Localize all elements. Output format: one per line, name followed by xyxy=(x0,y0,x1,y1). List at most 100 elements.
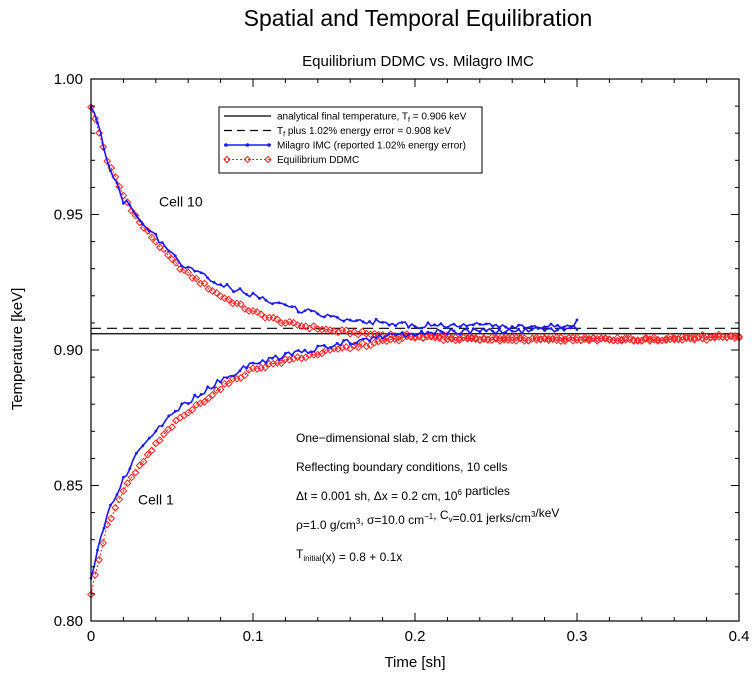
ddmc-marker xyxy=(670,334,679,342)
imc-marker xyxy=(497,327,501,331)
ddmc-marker xyxy=(731,332,739,340)
ddmc-marker xyxy=(119,487,128,495)
ddmc-marker xyxy=(168,255,176,264)
imc-marker xyxy=(484,322,488,326)
imc-marker xyxy=(543,329,546,332)
imc-marker xyxy=(199,271,203,275)
imc-marker xyxy=(556,323,559,327)
ddmc-marker xyxy=(107,514,116,523)
ddmc-marker xyxy=(528,334,537,343)
imc-marker xyxy=(549,322,553,326)
ddmc-marker xyxy=(236,300,245,309)
legend-label: Milagro IMC (reported 1.02% energy error… xyxy=(277,141,466,152)
ddmc-marker xyxy=(330,327,338,335)
ddmc-marker xyxy=(216,292,225,301)
ddmc-marker xyxy=(273,315,282,324)
legend-label: analytical final temperature, Tf = 0.906… xyxy=(277,112,467,125)
imc-marker xyxy=(484,329,488,333)
ddmc-marker xyxy=(362,342,371,351)
imc-marker xyxy=(471,327,475,331)
imc-marker xyxy=(134,451,138,455)
imc-marker xyxy=(452,322,456,326)
x-tick-label: 0.3 xyxy=(567,628,588,645)
ddmc-marker xyxy=(249,307,257,315)
imc-marker xyxy=(355,319,359,322)
legend-marker xyxy=(245,143,250,147)
ddmc-marker xyxy=(496,334,504,343)
imc-marker xyxy=(517,323,521,327)
legend-label: Tf plus 1.02% energy error = 0.908 keV xyxy=(277,126,451,139)
imc-marker xyxy=(180,264,184,268)
imc-marker xyxy=(322,343,326,347)
imc-marker xyxy=(530,328,534,332)
ddmc-marker xyxy=(208,391,217,399)
ddmc-marker xyxy=(253,308,261,316)
ddmc-marker xyxy=(285,317,294,326)
ddmc-marker xyxy=(544,336,553,345)
ddmc-marker xyxy=(224,295,233,304)
imc-marker xyxy=(433,323,436,327)
ddmc-marker xyxy=(358,327,367,336)
ddmc-marker xyxy=(605,335,614,344)
imc-marker xyxy=(225,282,229,286)
imc-marker xyxy=(348,318,352,322)
ddmc-marker xyxy=(500,333,509,342)
ddmc-marker xyxy=(374,337,383,346)
imc-marker xyxy=(303,309,307,313)
ddmc-marker xyxy=(297,354,306,363)
imc-marker xyxy=(180,402,184,406)
ddmc-marker xyxy=(536,335,545,344)
imc-marker xyxy=(361,320,365,324)
ddmc-marker xyxy=(589,333,598,342)
imc-marker xyxy=(309,350,313,354)
ddmc-marker xyxy=(224,379,233,388)
ddmc-marker xyxy=(471,333,480,342)
ddmc-marker xyxy=(520,334,529,343)
cell10-label: Cell 10 xyxy=(159,193,203,209)
imc-marker xyxy=(407,325,410,329)
ddmc-marker xyxy=(220,294,229,303)
ddmc-marker xyxy=(548,335,557,343)
imc-marker xyxy=(394,324,397,328)
imc-marker xyxy=(439,322,443,326)
ddmc-marker xyxy=(253,365,261,373)
imc-marker xyxy=(122,202,125,205)
imc-marker xyxy=(458,325,462,329)
axis-ticks: 0 0.1 0.2 0.3 0.4 0.80 0.85 0.90 0.95 1.00 xyxy=(54,71,750,645)
legend-marker xyxy=(243,155,252,164)
imc-marker xyxy=(160,424,164,428)
imc-marker xyxy=(238,287,242,291)
ddmc-marker xyxy=(354,343,363,352)
imc-marker xyxy=(251,291,255,295)
ddmc-marker xyxy=(192,274,201,283)
imc-marker xyxy=(232,290,235,294)
imc-marker xyxy=(517,327,521,331)
ddmc-marker xyxy=(196,399,205,408)
imc-marker xyxy=(147,229,151,233)
ddmc-marker xyxy=(698,330,707,339)
x-tick-label: 0.2 xyxy=(405,628,426,645)
imc-marker xyxy=(290,305,294,309)
ddmc-marker xyxy=(508,333,517,342)
ddmc-marker xyxy=(370,338,379,347)
imc-marker xyxy=(147,436,151,440)
ddmc-marker xyxy=(346,344,355,353)
ddmc-marker xyxy=(650,333,658,342)
ddmc-marker xyxy=(131,211,140,220)
ddmc-marker xyxy=(115,495,124,504)
imc-marker xyxy=(296,349,300,352)
ddmc-marker xyxy=(617,336,626,345)
ddmc-marker xyxy=(143,226,152,235)
imc-marker xyxy=(478,322,482,326)
imc-marker xyxy=(575,328,579,331)
y-tick-label: 1.00 xyxy=(54,71,83,88)
imc-marker xyxy=(426,321,430,325)
imc-marker xyxy=(400,331,404,335)
ddmc-marker xyxy=(467,333,476,342)
ddmc-marker xyxy=(269,313,278,322)
imc-marker xyxy=(122,475,125,479)
imc-marker xyxy=(413,325,417,328)
imc-marker xyxy=(381,337,384,340)
chart-title: Spatial and Temporal Equilibration xyxy=(244,5,593,31)
ddmc-marker xyxy=(240,371,249,380)
